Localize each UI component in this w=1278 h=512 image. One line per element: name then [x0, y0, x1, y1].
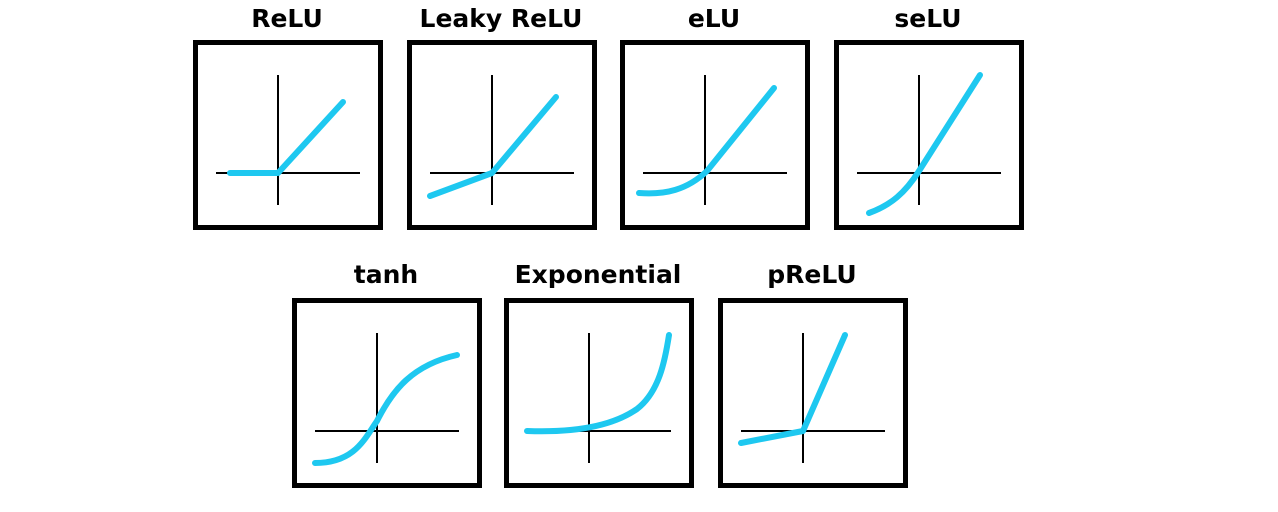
selu-curve [866, 72, 983, 216]
plot-frame-prelu [718, 298, 908, 488]
plot-frame-selu [834, 40, 1024, 230]
panel-prelu: pReLU [718, 260, 908, 488]
plot-frame-exponential [504, 298, 694, 488]
selu-plot [857, 72, 1001, 216]
prelu-plot [738, 332, 885, 463]
leaky-relu-plot [427, 75, 574, 205]
exponential-plot [524, 332, 672, 463]
leaky-relu-curve [427, 94, 559, 199]
plot-frame-tanh [292, 298, 482, 488]
plot-frame-leaky-relu [407, 40, 597, 230]
panel-tanh: tanh [292, 260, 482, 488]
panel-title-tanh: tanh [353, 260, 419, 289]
panel-title-exponential: Exponential [514, 260, 682, 289]
tanh-plot [312, 333, 460, 466]
panel-title-leaky-relu: Leaky ReLU [419, 4, 583, 33]
panel-leaky-relu: Leaky ReLU [407, 0, 597, 230]
panel-title-selu: seLU [894, 4, 962, 33]
elu-plot [636, 75, 787, 205]
plot-frame-relu [193, 40, 383, 230]
relu-curve [227, 99, 346, 176]
panel-exponential: Exponential [504, 260, 694, 488]
panel-relu: ReLU [193, 0, 383, 230]
plot-frame-elu [620, 40, 810, 230]
tanh-curve [312, 352, 460, 466]
panel-title-relu: ReLU [251, 4, 323, 33]
panel-title-prelu: pReLU [767, 260, 857, 289]
prelu-curve [738, 332, 848, 446]
panel-elu: eLU [620, 0, 810, 230]
relu-plot [216, 75, 360, 205]
panel-selu: seLU [834, 0, 1024, 230]
elu-curve [636, 85, 777, 197]
exponential-curve [524, 332, 672, 435]
panel-title-elu: eLU [687, 4, 741, 33]
